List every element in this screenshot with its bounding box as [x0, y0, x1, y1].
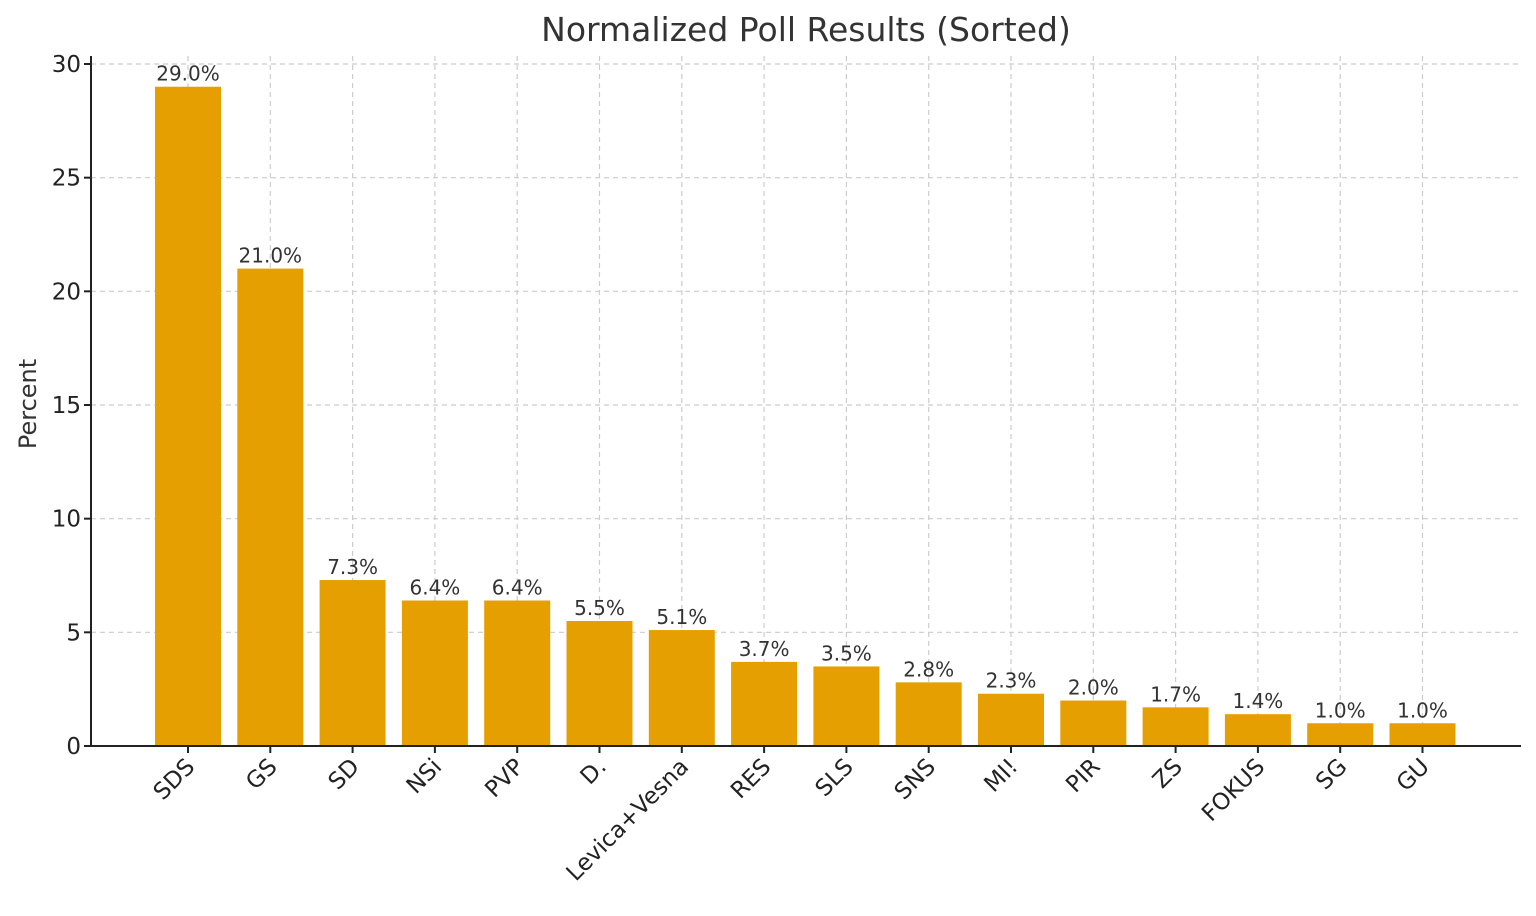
data-label-8: 3.5% — [821, 641, 872, 665]
x-tick-label-13: FOKUS — [1197, 754, 1270, 827]
bar-13 — [1224, 714, 1291, 746]
bar-1 — [237, 268, 304, 746]
data-labels: 29.0% 21.0% 7.3% 6.4% 6.4% 5.5% 5.1% 3.7% 3.5% 2.… — [156, 62, 1448, 723]
bar-15 — [1389, 723, 1456, 746]
x-tick-label-14: SG — [1311, 754, 1352, 795]
x-tick-label-12: ZS — [1148, 754, 1188, 794]
x-tick-label-11: PIR — [1061, 754, 1105, 798]
bar-7 — [731, 661, 798, 746]
bars — [155, 86, 1456, 746]
x-tick-label-4: PVP — [480, 754, 529, 803]
data-label-15: 1.0% — [1397, 698, 1448, 722]
x-tick-label-15: GU — [1392, 754, 1435, 797]
bar-2 — [319, 580, 386, 746]
data-label-6: 5.1% — [656, 605, 707, 629]
bar-6 — [648, 630, 715, 746]
bar-12 — [1142, 707, 1209, 746]
grid-lines — [91, 56, 1521, 747]
data-label-11: 2.0% — [1068, 676, 1119, 700]
bar-8 — [813, 666, 880, 746]
x-tick-label-7: RES — [726, 754, 776, 804]
data-label-14: 1.0% — [1315, 698, 1366, 722]
x-tick-labels: SDS GS SD NSi PVP D.Levica+Vesna RES SLS SNS MI! P… — [149, 746, 1435, 886]
bar-10 — [978, 693, 1044, 746]
axes — [90, 56, 1521, 747]
data-label-9: 2.8% — [903, 657, 954, 681]
x-tick-label-2: SD — [324, 754, 365, 795]
bar-3 — [401, 600, 468, 746]
y-tick-labels: 0 5 10 15 20 25 30 — [52, 52, 91, 760]
x-tick-label-5: D. — [576, 754, 612, 790]
y-tick-label-1: 5 — [66, 620, 81, 646]
bar-11 — [1060, 700, 1127, 746]
bar-9 — [895, 682, 962, 746]
data-label-0: 29.0% — [156, 62, 220, 86]
data-label-10: 2.3% — [986, 669, 1037, 693]
y-axis-label: Percent — [14, 359, 42, 449]
x-tick-label-0: SDS — [149, 754, 201, 806]
x-tick-label-1: GS — [241, 754, 282, 795]
bar-5 — [566, 620, 633, 746]
y-tick-label-0: 0 — [66, 734, 81, 760]
y-tick-label-5: 25 — [52, 166, 81, 192]
x-tick-label-8: SLS — [811, 754, 859, 802]
data-label-2: 7.3% — [327, 555, 378, 579]
x-tick-label-10: MI! — [980, 754, 1024, 798]
y-tick-label-4: 20 — [52, 279, 81, 305]
chart-title: Normalized Poll Results (Sorted) — [541, 10, 1071, 49]
bar-14 — [1307, 723, 1374, 746]
y-tick-label-2: 10 — [52, 507, 81, 533]
bar-0 — [155, 86, 221, 746]
y-tick-label-3: 15 — [52, 393, 81, 419]
y-tick-label-6: 30 — [52, 52, 81, 78]
bar-4 — [484, 600, 551, 746]
x-tick-label-9: SNS — [890, 754, 941, 805]
data-label-5: 5.5% — [574, 596, 625, 620]
data-label-12: 1.7% — [1150, 682, 1201, 706]
data-label-3: 6.4% — [409, 576, 460, 600]
data-label-4: 6.4% — [492, 576, 543, 600]
data-label-13: 1.4% — [1232, 689, 1283, 713]
x-tick-label-3: NSi — [402, 754, 447, 799]
data-label-7: 3.7% — [739, 637, 790, 661]
data-label-1: 21.0% — [239, 244, 303, 268]
